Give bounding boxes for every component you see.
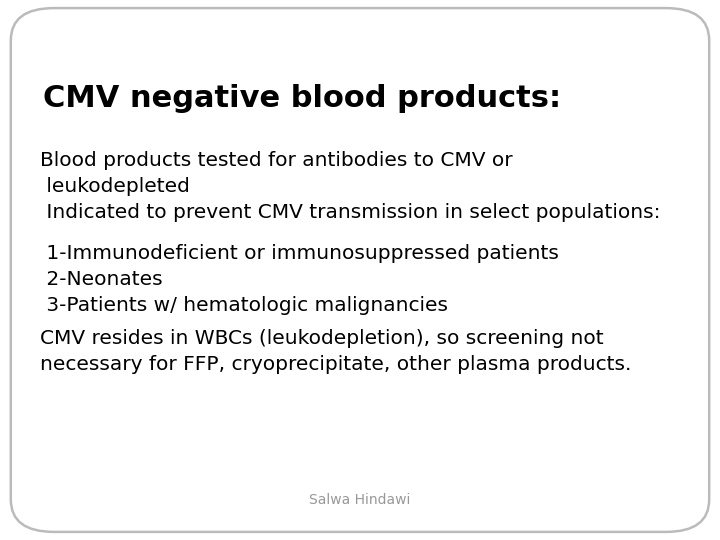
Text: leukodepleted: leukodepleted xyxy=(40,177,189,196)
Text: 2-Neonates: 2-Neonates xyxy=(40,270,162,289)
Text: Salwa Hindawi: Salwa Hindawi xyxy=(310,492,410,507)
Text: necessary for FFP, cryoprecipitate, other plasma products.: necessary for FFP, cryoprecipitate, othe… xyxy=(40,355,631,374)
FancyBboxPatch shape xyxy=(11,8,709,532)
Text: CMV negative blood products:: CMV negative blood products: xyxy=(43,84,562,113)
Text: Blood products tested for antibodies to CMV or: Blood products tested for antibodies to … xyxy=(40,151,512,170)
Text: 1-Immunodeficient or immunosuppressed patients: 1-Immunodeficient or immunosuppressed pa… xyxy=(40,244,559,263)
Text: 3-Patients w/ hematologic malignancies: 3-Patients w/ hematologic malignancies xyxy=(40,296,448,315)
Text: CMV resides in WBCs (leukodepletion), so screening not: CMV resides in WBCs (leukodepletion), so… xyxy=(40,329,603,348)
Text: Indicated to prevent CMV transmission in select populations:: Indicated to prevent CMV transmission in… xyxy=(40,203,660,222)
